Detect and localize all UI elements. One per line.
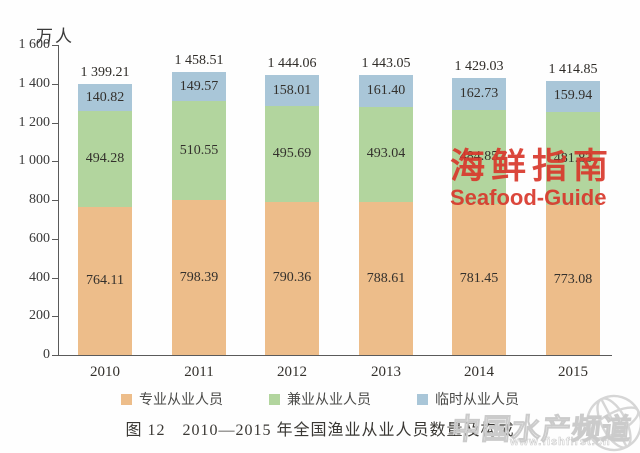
segment-value-label: 162.73 — [459, 85, 499, 101]
bar-total-label: 1 399.21 — [80, 64, 130, 80]
y-axis-tick-label: 0 — [43, 347, 50, 362]
bar-segment-2010 — [78, 206, 132, 355]
bar-total-label: 1 429.03 — [454, 59, 504, 75]
legend-swatch-temporary — [417, 393, 428, 405]
seafood-guide-watermark-en: Seafood-Guide — [450, 185, 607, 210]
bar-total-label: 1 443.05 — [361, 56, 411, 72]
y-axis-tick — [52, 316, 58, 318]
segment-value-label: 510.55 — [179, 142, 219, 158]
y-axis-unit-label: 万人 — [36, 27, 74, 46]
y-axis-tick-label: 200 — [29, 308, 50, 324]
segment-value-label: 798.39 — [179, 269, 219, 285]
y-axis-tick — [52, 161, 58, 163]
y-axis-tick-label: 1 600 — [18, 37, 51, 52]
y-axis-tick — [52, 355, 58, 356]
y-axis-tick-label: 800 — [29, 192, 50, 207]
y-axis-tick — [52, 45, 58, 46]
seafood-guide-watermark: 海鲜指南 Seafood-Guide — [450, 148, 636, 210]
y-axis-tick-label: 1 400 — [18, 75, 51, 91]
bar-segment-2013 — [359, 75, 413, 107]
segment-value-label: 790.36 — [272, 270, 312, 286]
chart-caption: 图 12 2010—2015 年全国渔业从业人员数量及构成 — [125, 422, 515, 439]
y-axis-tick — [52, 200, 58, 201]
legend-swatch-parttime — [269, 393, 280, 405]
segment-value-label: 161.40 — [366, 83, 406, 99]
bar-segment-2015 — [546, 80, 600, 112]
segment-value-label: 495.69 — [272, 145, 312, 161]
fishfirst-watermark-url: www.fishfirst.cn — [510, 436, 611, 449]
bar-segment-2014 — [452, 203, 506, 355]
bar-segment-2011 — [172, 101, 226, 201]
bar-segment-2014 — [452, 109, 506, 204]
bar-segment-2012 — [265, 201, 319, 355]
segment-value-label: 140.82 — [85, 89, 125, 105]
bar-segment-2011 — [172, 72, 226, 102]
segment-value-label: 481.83 — [553, 150, 593, 166]
bar-segment-2013 — [359, 106, 413, 203]
legend: 专业从业人员 兼业从业人员 临时从业人员 — [0, 389, 640, 409]
legend-item-professional: 专业从业人员 — [121, 389, 223, 409]
bar-total-label: 1 444.06 — [267, 56, 317, 72]
segment-value-label: 158.01 — [272, 82, 312, 98]
legend-item-parttime: 兼业从业人员 — [269, 389, 371, 409]
y-axis-tick-label: 1 000 — [18, 153, 51, 169]
segment-value-label: 494.28 — [85, 151, 125, 167]
x-axis-label: 2014 — [464, 364, 494, 380]
globe-icon — [585, 394, 640, 452]
bar-total-label: 1 414.85 — [548, 61, 598, 77]
y-axis-tick — [52, 277, 58, 279]
bar-segment-2012 — [265, 105, 319, 202]
x-axis-label: 2012 — [277, 364, 307, 380]
bar-segment-2011 — [172, 200, 226, 355]
y-axis-tick-label: 1 200 — [18, 114, 51, 130]
bar-segment-2015 — [546, 111, 600, 206]
x-axis-label: 2010 — [90, 364, 120, 380]
bar-segment-2015 — [546, 205, 600, 355]
bar-segment-2013 — [359, 202, 413, 355]
legend-label-professional: 专业从业人员 — [139, 393, 223, 408]
y-axis-tick — [52, 83, 58, 85]
segment-value-label: 493.04 — [366, 146, 406, 162]
segment-value-label: 781.45 — [459, 271, 499, 287]
legend-label-parttime: 兼业从业人员 — [287, 393, 371, 408]
legend-label-temporary: 临时从业人员 — [435, 393, 519, 408]
bar-segment-2010 — [78, 83, 132, 112]
y-axis-tick-label: 400 — [29, 269, 50, 285]
segment-value-label: 764.11 — [86, 272, 124, 288]
seafood-guide-watermark-cn: 海鲜指南 — [450, 147, 615, 186]
legend-swatch-professional — [121, 393, 132, 405]
y-axis-line — [58, 45, 59, 355]
x-axis-label: 2011 — [184, 364, 214, 380]
bar-segment-2010 — [78, 111, 132, 207]
bar-segment-2014 — [452, 78, 506, 110]
x-axis-label: 2015 — [558, 364, 588, 380]
segment-value-label: 484.85 — [459, 148, 499, 164]
y-axis-tick-label: 600 — [29, 230, 50, 246]
x-axis-label: 2013 — [371, 364, 401, 380]
y-axis-tick — [52, 122, 58, 124]
x-axis-line — [58, 355, 612, 356]
legend-item-temporary: 临时从业人员 — [417, 389, 519, 409]
bar-segment-2012 — [265, 75, 319, 106]
segment-value-label: 149.57 — [179, 78, 219, 94]
fishfirst-watermark: 中国水产频道 www.fishfirst.cn — [450, 394, 640, 452]
y-axis-tick — [52, 238, 58, 240]
bar-total-label: 1 458.51 — [174, 53, 224, 69]
segment-value-label: 773.08 — [553, 272, 593, 288]
segment-value-label: 159.94 — [553, 88, 593, 104]
segment-value-label: 788.61 — [366, 270, 406, 286]
